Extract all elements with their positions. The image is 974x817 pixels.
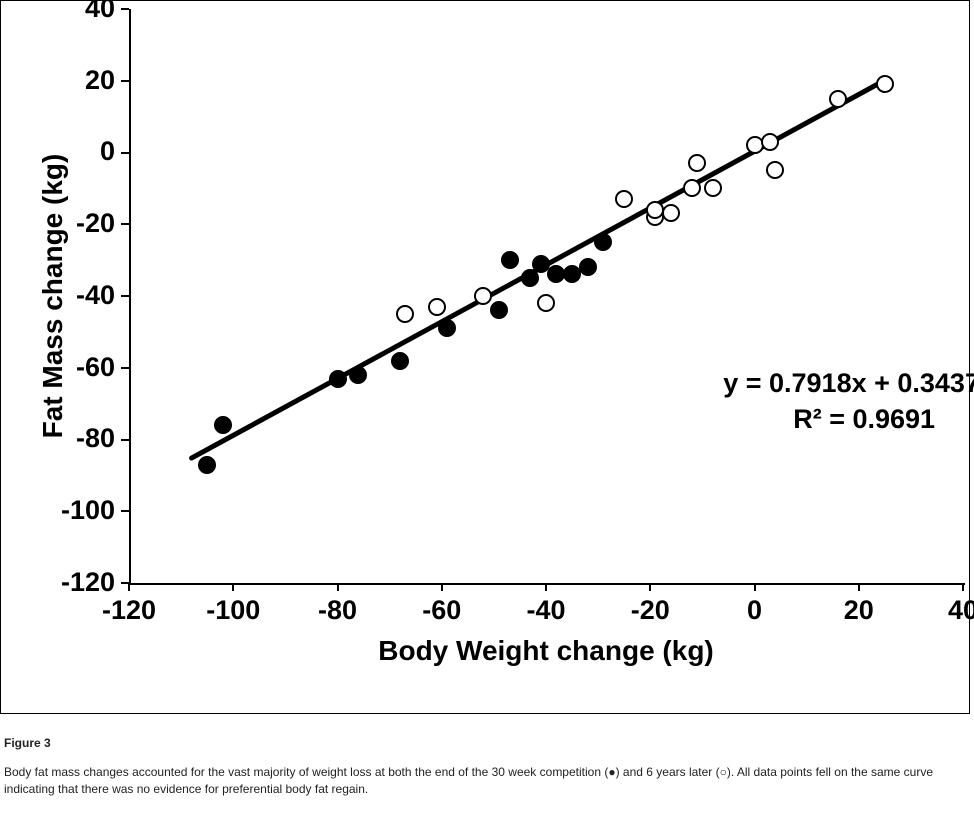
data-point-open	[615, 190, 633, 208]
y-tick-label: -20	[1, 208, 115, 239]
figure-caption-title: Figure 3	[4, 736, 51, 750]
x-tick-label: -80	[288, 595, 388, 626]
data-point-open	[761, 133, 779, 151]
y-tick-label: 20	[1, 65, 115, 96]
y-axis-line	[129, 9, 131, 583]
x-tick	[232, 583, 234, 591]
y-tick	[121, 8, 129, 10]
data-point-open	[688, 154, 706, 172]
x-tick	[128, 583, 130, 591]
x-tick	[858, 583, 860, 591]
data-point-filled	[501, 251, 519, 269]
y-tick	[121, 223, 129, 225]
data-point-open	[766, 161, 784, 179]
data-point-filled	[214, 416, 232, 434]
data-point-filled	[438, 319, 456, 337]
x-tick-label: 40	[913, 595, 974, 626]
data-point-filled	[579, 258, 597, 276]
y-tick-label: 0	[1, 136, 115, 167]
x-tick	[754, 583, 756, 591]
data-point-open	[662, 204, 680, 222]
data-point-filled	[198, 456, 216, 474]
y-tick-label: -100	[1, 495, 115, 526]
data-point-open	[683, 179, 701, 197]
x-tick-label: -60	[392, 595, 492, 626]
regression-r2: R² = 0.9691	[793, 404, 935, 435]
data-point-filled	[391, 352, 409, 370]
chart-frame: Body Weight change (kg) Fat Mass change …	[0, 0, 970, 714]
x-tick-label: 0	[705, 595, 805, 626]
x-tick	[545, 583, 547, 591]
x-tick-label: 20	[809, 595, 909, 626]
y-tick	[121, 439, 129, 441]
y-tick	[121, 152, 129, 154]
y-tick-label: -80	[1, 423, 115, 454]
x-tick	[337, 583, 339, 591]
data-point-open	[396, 305, 414, 323]
data-point-filled	[532, 255, 550, 273]
figure-caption-text: Body fat mass changes accounted for the …	[4, 764, 964, 798]
x-tick	[962, 583, 964, 591]
data-point-open	[829, 90, 847, 108]
x-tick-label: -20	[600, 595, 700, 626]
data-point-open	[428, 298, 446, 316]
page-root: { "chart": { "type": "scatter", "backgro…	[0, 0, 974, 817]
y-tick	[121, 510, 129, 512]
data-point-open	[537, 294, 555, 312]
x-axis-line	[129, 583, 965, 585]
x-tick	[649, 583, 651, 591]
y-tick-label: 40	[1, 0, 115, 24]
data-point-open	[474, 287, 492, 305]
x-tick-label: -120	[79, 595, 179, 626]
y-tick-label: -120	[1, 567, 115, 598]
data-point-filled	[329, 370, 347, 388]
data-point-filled	[594, 233, 612, 251]
y-tick-label: -40	[1, 280, 115, 311]
regression-equation: y = 0.7918x + 0.3437	[723, 368, 974, 399]
x-tick-label: -100	[183, 595, 283, 626]
x-tick-label: -40	[496, 595, 596, 626]
y-tick	[121, 295, 129, 297]
data-point-filled	[349, 366, 367, 384]
data-point-filled	[490, 301, 508, 319]
data-point-open	[704, 179, 722, 197]
data-point-open	[876, 75, 894, 93]
x-tick	[441, 583, 443, 591]
y-tick	[121, 367, 129, 369]
y-tick	[121, 80, 129, 82]
y-tick-label: -60	[1, 352, 115, 383]
